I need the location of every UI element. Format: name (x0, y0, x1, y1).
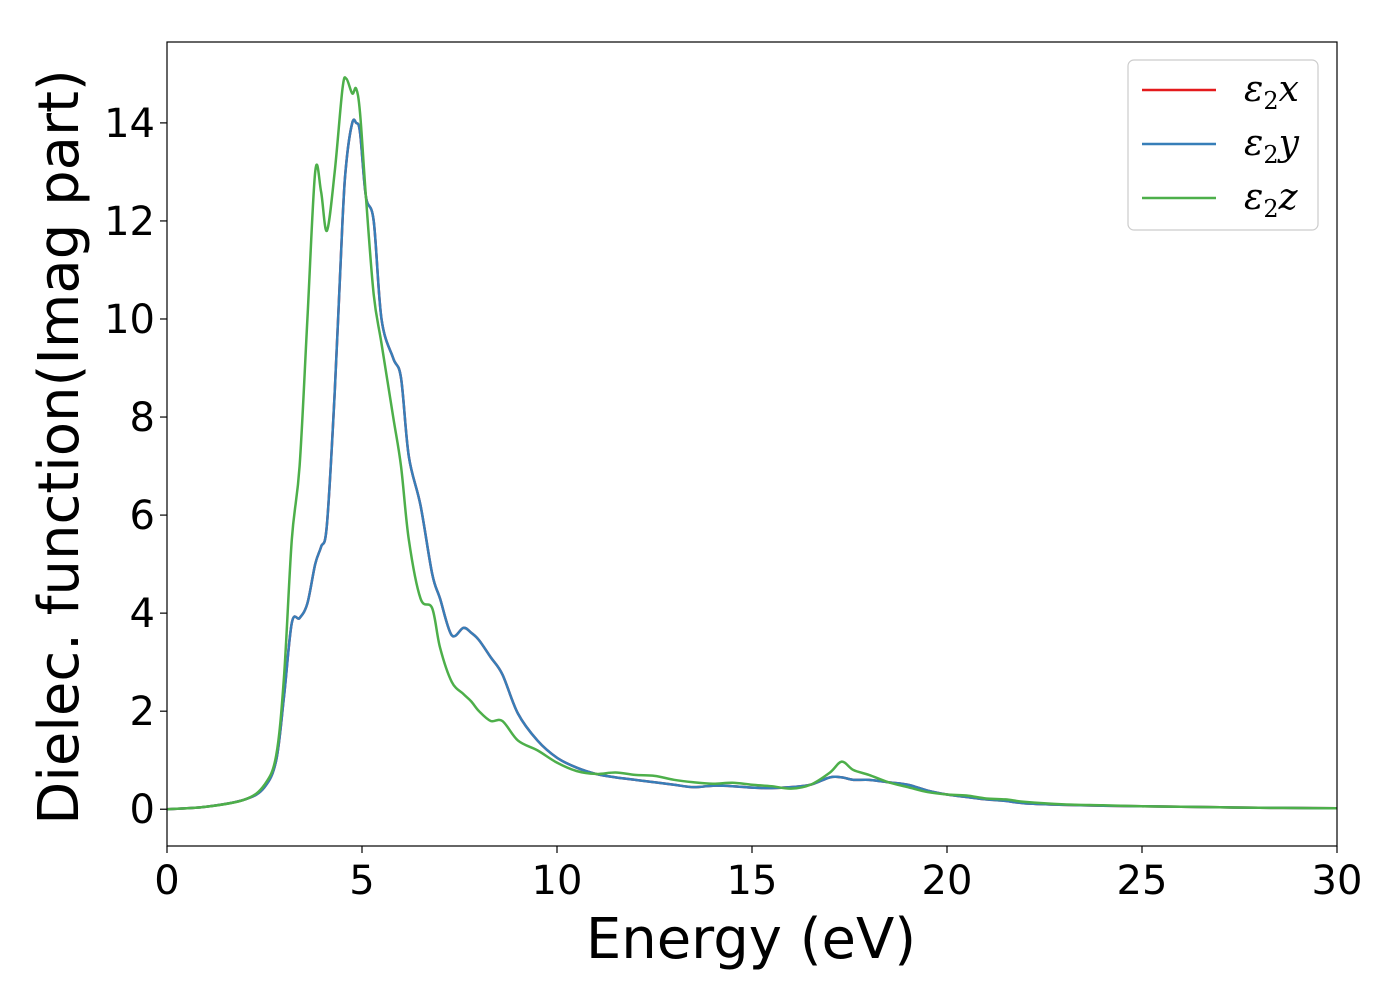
x-tick-label: 25 (1117, 858, 1168, 904)
y-tick-label: 4 (130, 591, 155, 637)
x-tick-label: 30 (1312, 858, 1363, 904)
x-axis-title: Energy (eV) (586, 907, 916, 972)
y-axis-title: Dielec. function(Imag part) (27, 69, 92, 825)
y-tick-label: 6 (130, 493, 155, 539)
x-tick-label: 0 (154, 858, 179, 904)
x-tick-label: 15 (727, 858, 778, 904)
y-tick-label: 0 (130, 787, 155, 833)
legend: ε2x ε2y ε2z (1127, 59, 1319, 231)
legend-box (1127, 59, 1319, 231)
x-tick-label: 10 (532, 858, 583, 904)
legend-label-x: ε2x (1244, 69, 1299, 115)
x-tick-label: 20 (922, 858, 973, 904)
y-axis-ticks: 0 2 4 6 8 10 12 14 (104, 101, 167, 833)
legend-label-y: ε2y (1244, 123, 1300, 169)
y-tick-label: 14 (104, 101, 155, 147)
y-tick-label: 2 (130, 689, 155, 735)
x-tick-label: 5 (349, 858, 374, 904)
y-tick-label: 8 (130, 395, 155, 441)
series-line-z (167, 76, 1337, 811)
y-tick-label: 10 (104, 297, 155, 343)
legend-label-z: ε2z (1244, 177, 1299, 223)
y-tick-label: 12 (104, 199, 155, 245)
x-axis-ticks: 0 5 10 15 20 25 30 (154, 846, 1362, 904)
